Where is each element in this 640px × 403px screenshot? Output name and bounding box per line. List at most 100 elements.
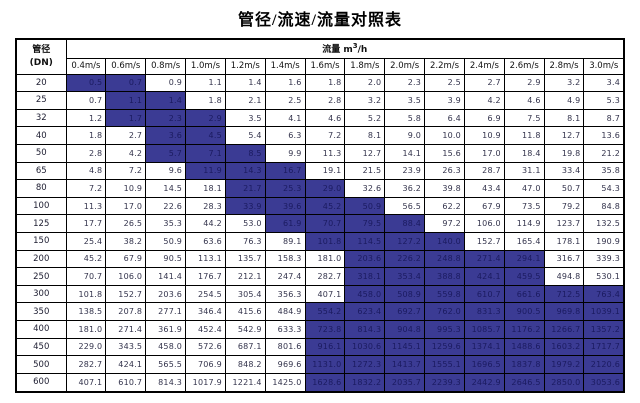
- dn-cell: 400: [15, 320, 67, 339]
- flow-value-cell-highlighted: 33.9: [224, 196, 266, 216]
- flow-value-cell: 1.8: [304, 73, 346, 93]
- flow-value-cell: 0.9: [145, 73, 187, 93]
- flow-value-cell-highlighted: 1979.2: [543, 355, 585, 374]
- velocity-column-header: 1.6m/s: [304, 57, 346, 75]
- table-row: 125 17.7 26.5 35.3 44.2 53.0 61.9 70.7 79.5 88.4 9…: [15, 214, 625, 233]
- flow-value-cell: 415.6: [224, 302, 266, 322]
- flow-value-cell-highlighted: 1039.1: [583, 302, 625, 322]
- flow-value-cell: 113.1: [185, 249, 226, 269]
- table-row: 50 2.8 4.2 5.7 7.1 8.5 9.9 11.3 12.7 14.1 15.6 17.0…: [15, 143, 625, 163]
- flow-value-cell: 5.8: [384, 108, 426, 128]
- flow-value-cell-highlighted: 623.4: [344, 302, 386, 322]
- flow-value-cell-highlighted: 318.1: [344, 267, 386, 286]
- velocity-column-header: 1.4m/s: [264, 57, 306, 75]
- flow-value-cell-highlighted: 559.8: [424, 284, 465, 304]
- flow-value-cell: 3.5: [384, 91, 426, 110]
- flow-value-cell-highlighted: 7.1: [185, 143, 226, 163]
- flow-value-cell: 141.4: [145, 267, 187, 286]
- flow-value-cell: 63.6: [185, 231, 226, 251]
- flow-value-cell-highlighted: 508.9: [384, 284, 426, 304]
- flow-value-cell: 15.6: [424, 143, 465, 163]
- table-row: 100 11.3 17.0 22.6 28.3 33.9 39.6 45.2 50.9 56.5 6…: [15, 196, 625, 216]
- flow-value-cell-highlighted: 692.7: [384, 302, 426, 322]
- flow-value-cell-highlighted: 904.8: [384, 320, 426, 339]
- flow-unit-header: 流量 m3/h: [65, 38, 625, 59]
- flow-value-cell-highlighted: 2035.7: [384, 372, 426, 393]
- flow-value-cell-highlighted: 1832.2: [344, 372, 386, 393]
- flow-value-cell: 13.6: [583, 126, 625, 145]
- flow-value-cell: 565.5: [145, 355, 187, 374]
- flow-value-cell-highlighted: 969.8: [543, 302, 585, 322]
- flow-value-cell-highlighted: 2850.0: [543, 372, 585, 393]
- flow-value-cell-highlighted: 554.2: [304, 302, 346, 322]
- flow-value-cell: 346.4: [185, 302, 226, 322]
- table-row: 80 7.2 10.9 14.5 18.1 21.7 25.3 29.0 32.6 36.2 39.…: [15, 179, 625, 198]
- flow-value-cell-highlighted: 226.2: [384, 249, 426, 269]
- flow-value-cell-highlighted: 11.9: [185, 161, 226, 181]
- velocity-column-header: 0.4m/s: [65, 57, 107, 75]
- table-row: 65 4.8 7.2 9.6 11.9 14.3 16.7 19.1 21.5 23.9 26.3 2…: [15, 161, 625, 181]
- flow-value-cell: 67.9: [463, 196, 505, 216]
- flow-value-cell-highlighted: 3053.6: [583, 372, 625, 393]
- table-row: 150 25.4 38.2 50.9 63.6 76.3 89.1 101.8 114.5 127…: [15, 231, 625, 251]
- flow-value-cell: 2.8: [304, 91, 346, 110]
- flow-value-cell: 8.1: [543, 108, 585, 128]
- flow-value-cell: 1.1: [185, 73, 226, 93]
- flow-value-cell-highlighted: 0.5: [65, 73, 107, 93]
- table-row: 500 282.7 424.1 565.5 706.9 848.2 969.6 1131.0 1…: [15, 355, 625, 374]
- flow-value-cell-highlighted: 29.0: [304, 179, 346, 198]
- flow-value-cell-highlighted: 140.0: [424, 231, 465, 251]
- dn-cell: 100: [15, 196, 67, 216]
- dn-cell: 20: [15, 73, 67, 93]
- flow-value-cell: 10.0: [424, 126, 465, 145]
- dn-cell: 25: [15, 91, 67, 110]
- flow-value-cell-highlighted: 3.6: [145, 126, 187, 145]
- flow-value-cell: 706.9: [185, 355, 226, 374]
- flow-value-cell-highlighted: 458.0: [344, 284, 386, 304]
- flow-value-cell: 132.5: [583, 214, 625, 233]
- table-row: 600 407.1 610.7 814.3 1017.9 1221.4 1425.0 1628…: [15, 372, 625, 393]
- flow-header-row: 管径 (DN) 流量 m3/h: [15, 38, 625, 75]
- velocity-column-header: 2.6m/s: [503, 57, 545, 75]
- flow-value-cell: 17.7: [65, 214, 107, 233]
- flow-value-cell: 44.2: [185, 214, 226, 233]
- flow-value-cell-highlighted: 1030.6: [344, 337, 386, 357]
- flow-value-cell: 14.1: [384, 143, 426, 163]
- flow-value-cell: 9.0: [384, 126, 426, 145]
- flow-value-cell: 79.2: [543, 196, 585, 216]
- flow-value-cell: 26.3: [424, 161, 465, 181]
- flow-value-cell: 2.7: [463, 73, 505, 93]
- flow-value-cell: 5.2: [344, 108, 386, 128]
- dn-cell: 350: [15, 302, 67, 322]
- flow-value-cell-highlighted: 995.3: [424, 320, 465, 339]
- flow-value-cell: 123.7: [543, 214, 585, 233]
- flow-value-cell: 407.1: [304, 284, 346, 304]
- dn-cell: 80: [15, 179, 67, 198]
- flow-value-cell: 181.0: [65, 320, 107, 339]
- flow-value-cell: 3.5: [224, 108, 266, 128]
- flow-value-cell: 2.3: [384, 73, 426, 93]
- dn-cell: 600: [15, 372, 67, 393]
- flow-value-cell: 458.0: [145, 337, 187, 357]
- flow-value-cell-highlighted: 814.3: [344, 320, 386, 339]
- dn-header-line1: 管径: [32, 45, 51, 56]
- flow-value-cell: 25.4: [65, 231, 107, 251]
- flow-value-cell: 158.3: [264, 249, 306, 269]
- flow-value-cell: 190.9: [583, 231, 625, 251]
- flow-value-cell-highlighted: 0.7: [105, 73, 147, 93]
- flow-value-cell-highlighted: 2120.6: [583, 355, 625, 374]
- flow-value-cell: 47.0: [503, 179, 545, 198]
- flow-value-cell: 10.9: [463, 126, 505, 145]
- flow-value-cell: 8.7: [583, 108, 625, 128]
- flow-value-cell-highlighted: 39.6: [264, 196, 306, 216]
- flow-value-cell-highlighted: 1.4: [145, 91, 187, 110]
- flow-value-cell: 9.9: [264, 143, 306, 163]
- flow-value-cell: 6.4: [424, 108, 465, 128]
- flow-value-cell-highlighted: 1131.0: [304, 355, 346, 374]
- flow-lookup-table: 管径 (DN) 流量 m3/h 0.4m/s 0.6m/s 0.8m/s 1.0m/s…: [15, 38, 625, 393]
- dn-cell: 50: [15, 143, 67, 163]
- flow-value-cell: 7.5: [503, 108, 545, 128]
- flow-value-cell: 4.2: [463, 91, 505, 110]
- flow-value-cell: 101.8: [65, 284, 107, 304]
- flow-value-cell-highlighted: 8.5: [224, 143, 266, 163]
